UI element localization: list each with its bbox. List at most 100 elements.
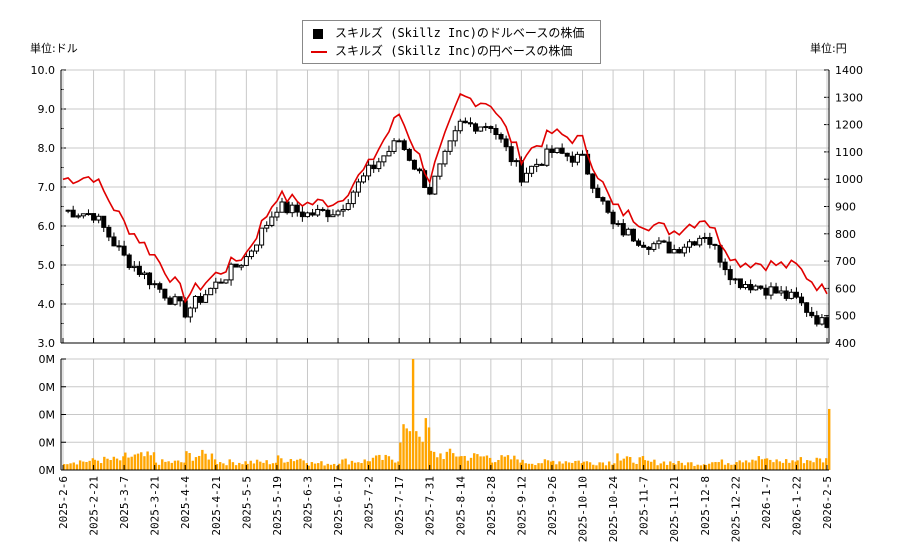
candle-body [111, 236, 117, 247]
volume-bar [815, 457, 818, 470]
volume-bar [152, 452, 156, 470]
candle-body [126, 254, 132, 269]
volume-bar [463, 455, 466, 470]
candle-body [96, 215, 102, 221]
candle-body [294, 204, 300, 213]
volume-bar [686, 462, 690, 470]
volume-bar [784, 459, 788, 470]
candle-body [254, 244, 260, 252]
volume-bar [234, 465, 238, 470]
volume-bar [738, 460, 741, 470]
volume-bar [765, 458, 769, 470]
candle-body [371, 164, 377, 170]
volume-bar [103, 456, 106, 470]
candle-body [763, 287, 769, 296]
volume-bar [628, 457, 632, 470]
candle-body [366, 164, 372, 177]
volume-bar [289, 459, 293, 470]
candle-body [152, 283, 158, 286]
candle-body [406, 148, 412, 161]
volume-bar [296, 459, 299, 470]
volume-bar [741, 462, 745, 470]
volume-bar [218, 462, 222, 470]
legend-item-usd: スキルズ (Skillz Inc)のドルベースの株価 [311, 24, 584, 42]
x-tick-label: 2025-12-22 [729, 476, 742, 542]
volume-bar [429, 450, 433, 470]
candle-body [361, 175, 367, 183]
volume-bar [353, 462, 357, 470]
candle-body [554, 147, 560, 153]
volume-bar [534, 465, 537, 470]
candle-body [218, 281, 224, 284]
volume-bar [241, 464, 244, 470]
volume-bar [115, 458, 119, 470]
candle-body [106, 226, 112, 238]
x-tick-label: 2025-6-3 [301, 476, 314, 529]
volume-bar [109, 460, 112, 470]
volume-bar [825, 458, 828, 470]
volume-bar [283, 462, 286, 470]
candle-body [284, 201, 290, 214]
volume-bar [509, 459, 513, 470]
candle-body [686, 241, 692, 248]
volume-bar [632, 462, 635, 470]
candle-body [101, 215, 107, 228]
candle-body [799, 296, 805, 304]
volume-bar [215, 464, 219, 470]
volume-bar [366, 461, 370, 470]
volume-bar [537, 463, 540, 470]
volume-bar [130, 456, 133, 470]
volume-tick-label: 0M [39, 436, 56, 449]
candle-body [692, 241, 698, 246]
volume-bar [452, 453, 455, 470]
volume-bar [320, 461, 323, 470]
candle-body [732, 278, 738, 281]
volume-bar [828, 408, 831, 470]
volume-bar [238, 462, 241, 470]
candle-body [75, 215, 81, 218]
candle-body [233, 263, 239, 268]
candle-body [376, 161, 382, 170]
volume-bar [646, 460, 650, 470]
candle-body [564, 152, 570, 157]
candle-body [259, 227, 265, 246]
volume-bar [106, 458, 109, 470]
volume-bar [136, 453, 140, 470]
volume-bar [653, 459, 656, 470]
candle-body [539, 163, 545, 166]
candle-body [304, 212, 310, 218]
candle-body [172, 296, 178, 305]
x-tick-label: 2025-12-8 [699, 476, 712, 536]
candle-body [768, 286, 774, 296]
volume-bar [778, 461, 782, 470]
volume-bar [344, 458, 347, 470]
volume-bar [473, 453, 476, 470]
candle-body [656, 240, 662, 245]
volume-bar [157, 464, 161, 470]
candle-body [503, 138, 509, 148]
candle-body [681, 246, 687, 254]
volume-bar [140, 452, 143, 470]
volume-bar [601, 462, 605, 470]
volume-bar [96, 460, 100, 470]
volume-bar [619, 460, 622, 470]
candle-body [131, 265, 137, 269]
candle-body [401, 140, 407, 150]
volume-bar [680, 462, 683, 470]
volume-bar [207, 459, 210, 470]
right-tick-label: 900 [835, 201, 856, 214]
volume-bar [397, 461, 400, 470]
left-tick-label: 7.0 [38, 181, 56, 194]
volume-bar [170, 462, 173, 470]
candle-body [136, 265, 142, 275]
volume-bar [213, 459, 217, 470]
volume-bar [418, 436, 421, 470]
volume-bar [154, 462, 158, 470]
candle-body [198, 295, 204, 303]
candle-body [483, 126, 489, 129]
volume-bar [127, 457, 130, 470]
candle-body [70, 209, 76, 218]
candle-body [488, 126, 494, 129]
volume-bar [460, 456, 463, 470]
candle-body [819, 317, 825, 325]
